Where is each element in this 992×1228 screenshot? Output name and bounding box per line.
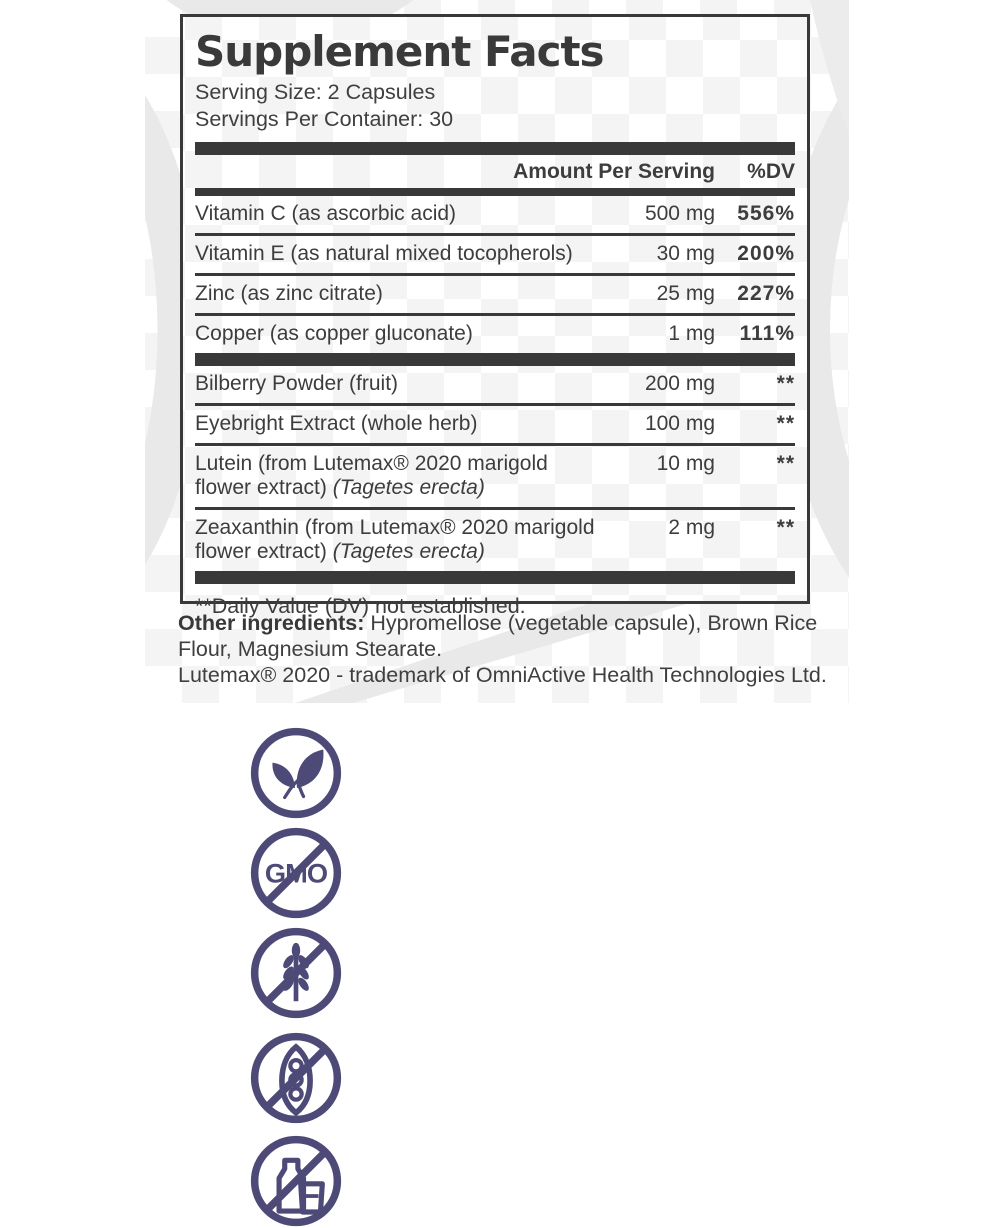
row-dv: ** [776, 516, 795, 540]
checkerboard-background: Supplement Facts Serving Size: 2 Capsule… [145, 0, 849, 703]
natural-leaf-icon [249, 726, 343, 820]
supplement-facts-panel: Supplement Facts Serving Size: 2 Capsule… [180, 14, 810, 618]
column-header-dv: %DV [747, 160, 795, 184]
row-latin-name: (Tagetes erecta) [332, 476, 485, 500]
table-row: Zinc (as zinc citrate) 25 mg 227% [195, 276, 795, 317]
non-gmo-icon: GMO [249, 826, 343, 920]
other-ingredients-label: Other ingredients: [178, 611, 365, 635]
row-amount: 2 mg [668, 516, 715, 540]
serving-size: Serving Size: 2 Capsules [195, 80, 436, 105]
servings-per-container: Servings Per Container: 30 [195, 107, 454, 132]
row-amount: 200 mg [644, 372, 715, 396]
row-name: Copper (as copper gluconate) [195, 322, 473, 346]
row-name: Vitamin E (as natural mixed tocopherols) [195, 242, 573, 266]
row-name: Zinc (as zinc citrate) [195, 282, 383, 306]
divider-bar [195, 353, 795, 367]
divider-bar [195, 188, 795, 197]
column-header-amount: Amount Per Serving [513, 160, 715, 184]
table-row: Lutein (from Lutemax® 2020 marigold flow… [195, 446, 795, 511]
dairy-free-icon [249, 1134, 343, 1228]
row-amount: 1 mg [668, 322, 715, 346]
divider-bar [195, 571, 795, 585]
table-row: Zeaxanthin (from Lutemax® 2020 marigold … [195, 510, 795, 571]
row-amount: 100 mg [644, 412, 715, 436]
other-ingredients-text: Other ingredients: Hypromellose (vegetab… [178, 611, 818, 661]
row-name: Zeaxanthin (from Lutemax® 2020 marigold … [195, 516, 595, 564]
row-amount: 30 mg [656, 242, 715, 266]
table-row: Eyebright Extract (whole herb) 100 mg ** [195, 406, 795, 447]
row-amount: 25 mg [656, 282, 715, 306]
table-row: Vitamin E (as natural mixed tocopherols)… [195, 236, 795, 277]
other-ingredients: Other ingredients: Hypromellose (vegetab… [178, 610, 833, 688]
row-dv: ** [776, 372, 795, 396]
row-name: Eyebright Extract (whole herb) [195, 412, 478, 436]
table-row: Copper (as copper gluconate) 1 mg 111% [195, 316, 795, 353]
row-name: Lutein (from Lutemax® 2020 marigold flow… [195, 452, 548, 500]
row-latin-name: (Tagetes erecta) [332, 540, 485, 564]
soy-free-icon [249, 1031, 343, 1125]
row-amount: 500 mg [644, 202, 715, 226]
table-row: Bilberry Powder (fruit) 200 mg ** [195, 366, 795, 407]
row-name: Bilberry Powder (fruit) [195, 372, 399, 396]
gluten-free-icon [249, 926, 343, 1020]
trademark-note: Lutemax® 2020 - trademark of OmniActive … [178, 663, 827, 687]
row-dv: 556% [737, 202, 795, 226]
row-dv: 200% [737, 242, 795, 266]
row-name: Vitamin C (as ascorbic acid) [195, 202, 457, 226]
table-row: Vitamin C (as ascorbic acid) 500 mg 556% [195, 196, 795, 237]
row-dv: 227% [737, 282, 795, 306]
row-dv: ** [776, 452, 795, 476]
row-dv: 111% [739, 322, 795, 346]
divider-bar [195, 142, 795, 156]
table-header: Amount Per Serving %DV [195, 155, 795, 188]
panel-title: Supplement Facts [195, 27, 605, 76]
row-amount: 10 mg [656, 452, 715, 476]
row-dv: ** [776, 412, 795, 436]
daily-value-footnote: **Daily Value (DV) not established. [195, 594, 526, 619]
